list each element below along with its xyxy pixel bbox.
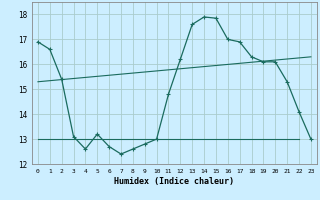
X-axis label: Humidex (Indice chaleur): Humidex (Indice chaleur) [115,177,234,186]
